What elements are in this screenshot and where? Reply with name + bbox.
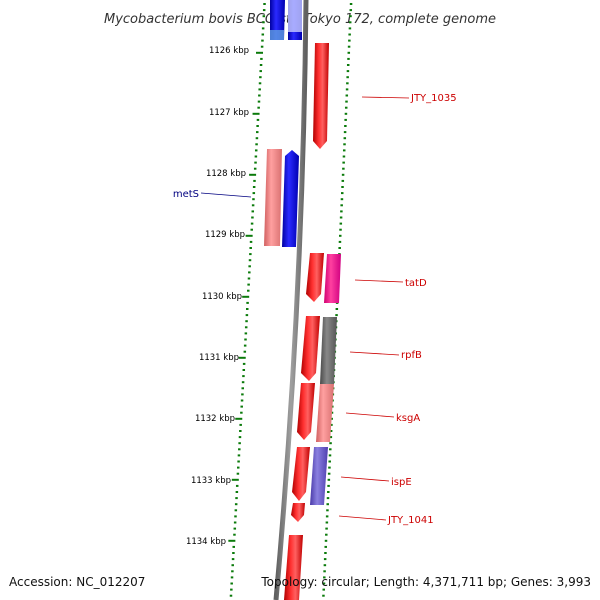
kbp-label: 1128 kbp [206,169,246,179]
label-metS: metS [173,189,199,200]
gene-tatD-left [306,253,324,302]
gene-bottom [284,535,303,600]
gene-top-right-partial-light [288,0,302,32]
genome-summary-text: Topology: circular; Length: 4,371,711 bp… [260,575,591,589]
gene-metS-light [264,149,282,246]
genome-backbone [273,0,309,600]
leader-rpfB [349,351,400,356]
gene-rpfB [320,317,337,384]
gene-tatD [324,254,341,303]
kbp-axis: 1126 kbp 1127 kbp 1128 kbp 1129 kbp 1130… [186,46,249,547]
label-ksgA: ksgA [396,413,420,424]
gene-ksgA [316,384,334,442]
leader-JTY_1035 [361,96,410,99]
gene-labels: JTY_1035 metS tatD rpfB ksgA ispE JTY_10… [173,93,457,526]
kbp-label: 1127 kbp [209,108,249,118]
leader-ksgA [345,412,395,418]
gene-top-left-partial-overlay [270,30,284,40]
label-leaders [200,96,410,521]
gene-ispE [310,447,328,505]
gene-rpfB-left [301,316,320,381]
leader-metS [200,192,252,198]
kbp-label: 1126 kbp [209,46,249,56]
leader-ispE [340,476,390,482]
gene-ksgA-left [297,383,315,440]
label-rpfB: rpfB [401,350,422,361]
gene-features [264,0,341,600]
label-JTY_1041: JTY_1041 [387,515,434,526]
kbp-label: 1133 kbp [191,476,231,486]
leader-tatD [354,279,404,283]
label-ispE: ispE [391,477,412,488]
gene-JTY_1035 [313,43,329,149]
kbp-label: 1134 kbp [186,537,226,547]
gene-JTY_1041 [291,503,305,522]
gene-metS [282,150,299,247]
label-JTY_1035: JTY_1035 [410,93,457,104]
kbp-label: 1131 kbp [199,353,239,363]
kbp-label: 1132 kbp [195,414,235,424]
gene-ispE-left [292,447,310,501]
kbp-label: 1130 kbp [202,292,242,302]
accession-text: Accession: NC_012207 [9,575,145,589]
label-tatD: tatD [405,278,427,289]
kbp-label: 1129 kbp [205,230,245,240]
leader-JTY_1041 [338,515,387,521]
